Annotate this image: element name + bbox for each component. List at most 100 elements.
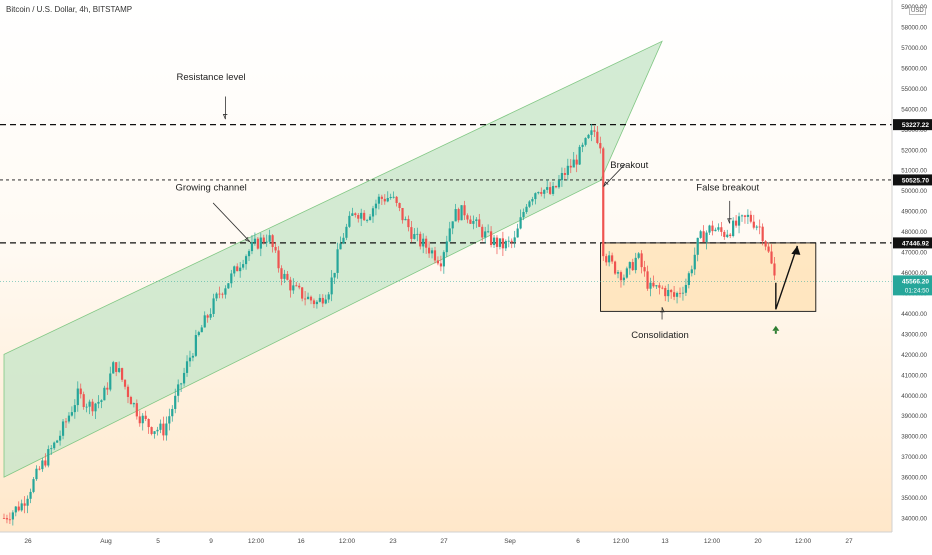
time-axis-bg (0, 532, 932, 550)
candle-body-229 (678, 292, 682, 294)
candle-body-26 (79, 388, 82, 395)
candle-body-259 (767, 246, 770, 252)
candle-body-121 (360, 212, 363, 219)
candle-body-15 (47, 449, 50, 466)
candle-body-99 (295, 285, 298, 287)
candle-body-16 (50, 448, 53, 450)
pointer-head-3 (727, 218, 732, 224)
candle-body-95 (283, 273, 286, 279)
candle-body-102 (304, 298, 307, 300)
candle-body-193 (572, 159, 575, 168)
candle-body-100 (298, 285, 301, 288)
candle-body-55 (165, 423, 168, 436)
level-price-tag-0 (893, 119, 932, 131)
candle-body-110 (327, 294, 330, 300)
currency-label[interactable]: USD (909, 7, 926, 15)
candle-body-151 (448, 228, 451, 242)
countdown-label: 01:24:50 (905, 287, 930, 294)
candle-body-83 (247, 251, 251, 257)
candle-body-162 (481, 226, 484, 238)
candle-body-4 (14, 506, 17, 513)
candle-body-183 (543, 189, 546, 194)
candles (2, 124, 776, 526)
candle-body-217 (643, 267, 646, 272)
consolidation-label: Consolidation (631, 330, 689, 341)
candle-body-235 (696, 237, 699, 255)
candle-body-93 (277, 250, 280, 269)
candle-body-153 (454, 209, 457, 222)
candle-body-9 (29, 491, 32, 499)
candle-body-137 (407, 218, 410, 228)
candle-body-91 (271, 235, 274, 247)
candle-body-205 (608, 255, 611, 263)
y-tick-label-0: 34000.00 (901, 516, 927, 523)
candle-body-203 (602, 148, 605, 257)
candle-body-32 (97, 401, 100, 404)
candle-body-134 (398, 202, 401, 208)
candle-body-196 (581, 144, 584, 147)
candle-body-179 (531, 199, 534, 202)
candle-body-72 (215, 293, 218, 299)
candle-body-237 (702, 231, 705, 243)
candle-body-3 (11, 512, 14, 520)
candle-body-90 (268, 235, 271, 242)
candle-body-108 (321, 297, 324, 304)
candle-body-219 (649, 282, 652, 289)
candle-body-86 (256, 238, 259, 249)
candle-body-253 (749, 214, 752, 222)
candle-body-46 (138, 416, 141, 424)
candle-body-120 (357, 215, 360, 219)
candle-body-254 (752, 221, 755, 228)
candle-body-198 (587, 134, 590, 139)
candle-body-158 (469, 219, 472, 224)
x-tick-label-8: 27 (440, 538, 448, 545)
candle-body-232 (687, 273, 690, 285)
x-tick-label-9: Sep (504, 538, 516, 545)
candle-body-51 (153, 431, 156, 434)
candle-body-146 (433, 250, 437, 261)
candle-body-38 (115, 362, 118, 372)
candle-body-138 (410, 227, 413, 239)
candle-body-11 (35, 468, 38, 480)
candle-body-68 (203, 315, 206, 328)
candle-body-136 (404, 218, 407, 221)
candle-body-49 (147, 418, 150, 428)
y-tick-label-23: 57000.00 (901, 45, 927, 52)
candle-body-243 (720, 227, 723, 232)
y-tick-label-5: 39000.00 (901, 413, 927, 420)
candle-body-135 (401, 207, 404, 221)
candle-body-124 (368, 216, 372, 220)
candle-body-161 (478, 219, 481, 227)
candle-body-60 (180, 383, 183, 385)
candle-body-214 (634, 257, 637, 271)
y-tick-label-12: 46000.00 (901, 270, 927, 277)
candle-body-107 (318, 297, 321, 302)
candle-body-213 (631, 262, 634, 271)
candle-body-74 (221, 293, 224, 295)
candle-body-231 (684, 284, 688, 293)
y-tick-label-19: 53000.00 (901, 127, 927, 134)
candle-body-52 (156, 429, 159, 432)
candle-body-57 (171, 408, 174, 417)
candle-body-244 (723, 231, 726, 237)
candle-body-200 (593, 130, 596, 132)
level-price-tag-1 (893, 174, 932, 186)
x-tick-label-10: 6 (576, 538, 580, 545)
pointer-line-1 (212, 202, 251, 243)
x-tick-label-15: 12:00 (795, 538, 812, 545)
candle-body-185 (549, 187, 552, 194)
projection-arrowhead (791, 245, 801, 255)
candle-body-50 (150, 427, 153, 434)
candle-body-14 (44, 460, 47, 466)
candle-body-190 (563, 173, 566, 175)
candle-body-39 (118, 368, 121, 372)
candle-body-256 (758, 226, 761, 228)
candle-body-47 (141, 415, 144, 424)
candle-body-24 (73, 405, 76, 413)
candle-body-82 (244, 256, 248, 265)
candle-body-125 (371, 208, 375, 217)
candle-body-140 (416, 233, 419, 235)
